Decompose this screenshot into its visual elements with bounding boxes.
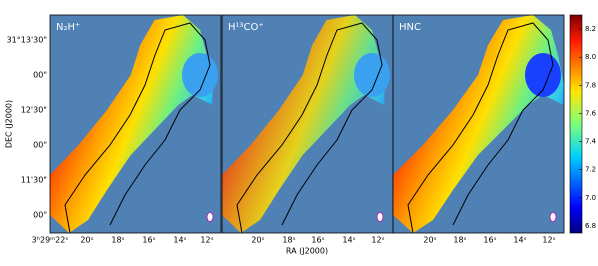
panel-label: HNC bbox=[399, 22, 421, 33]
y-tick-label: 31°13'30" bbox=[7, 36, 47, 45]
x-tick-label: 14ˢ bbox=[173, 236, 186, 245]
y-tick-label: 12'30" bbox=[21, 106, 47, 115]
colorbar bbox=[569, 14, 583, 234]
x-tick-label: 14ˢ bbox=[513, 236, 526, 245]
blue-core bbox=[354, 53, 390, 97]
x-tick-label: 20ˢ bbox=[251, 236, 264, 245]
y-tick-label: 00" bbox=[33, 71, 47, 80]
y-tick-label: 00" bbox=[33, 141, 47, 150]
filament bbox=[222, 15, 385, 233]
x-tick-label: 16ˢ bbox=[142, 236, 155, 245]
y-axis-label: DEC (J2000) bbox=[5, 100, 14, 148]
panel-frame bbox=[49, 14, 222, 234]
blue-core bbox=[525, 53, 561, 97]
x-tick-label: 12ˢ bbox=[371, 236, 384, 245]
x-tick-label: 3ʰ29ᵐ22ˢ bbox=[32, 236, 69, 245]
colorbar-tick-label: 7.4 bbox=[585, 138, 597, 146]
filament bbox=[393, 15, 564, 233]
contour bbox=[64, 22, 211, 234]
panel-label: N₂H⁺ bbox=[56, 22, 80, 33]
x-tick-label: 14ˢ bbox=[342, 236, 355, 245]
colorbar-tick-label: 6.8 bbox=[585, 222, 596, 230]
x-tick-label: 20ˢ bbox=[423, 236, 436, 245]
panel-frame bbox=[392, 14, 565, 234]
y-tick-label: 11'30" bbox=[21, 176, 47, 185]
y-tick-label: 00" bbox=[33, 211, 47, 220]
beam bbox=[549, 212, 557, 222]
contour bbox=[407, 22, 554, 234]
x-axis-label: RA (J2000) bbox=[286, 247, 328, 256]
x-tick-label: 16ˢ bbox=[483, 236, 496, 245]
colorbar-tick-label: 7.6 bbox=[585, 109, 597, 117]
panels: N₂H⁺ H¹³CO⁺ HNC bbox=[49, 14, 565, 234]
colorbar-tick-label: 8.2 bbox=[585, 25, 596, 33]
contour bbox=[236, 22, 383, 234]
x-tick-label: 12ˢ bbox=[200, 236, 213, 245]
beam bbox=[376, 212, 384, 222]
x-tick-label: 12ˢ bbox=[542, 236, 555, 245]
filament bbox=[50, 15, 213, 233]
x-tick-label: 20ˢ bbox=[80, 236, 93, 245]
blue-core bbox=[182, 53, 218, 97]
colorbar-tick-label: 7.8 bbox=[585, 81, 596, 89]
beam bbox=[206, 212, 214, 222]
x-tick-label: 18ˢ bbox=[111, 236, 124, 245]
colorbar-tick-label: 7.0 bbox=[585, 194, 596, 202]
colorbar-tick-label: 8.0 bbox=[585, 53, 596, 61]
panel-label: H¹³CO⁺ bbox=[228, 22, 264, 33]
x-tick-label: 16ˢ bbox=[311, 236, 324, 245]
colorbar-tick-label: 7.2 bbox=[585, 166, 596, 174]
x-tick-label: 18ˢ bbox=[453, 236, 466, 245]
x-tick-label: 18ˢ bbox=[282, 236, 295, 245]
